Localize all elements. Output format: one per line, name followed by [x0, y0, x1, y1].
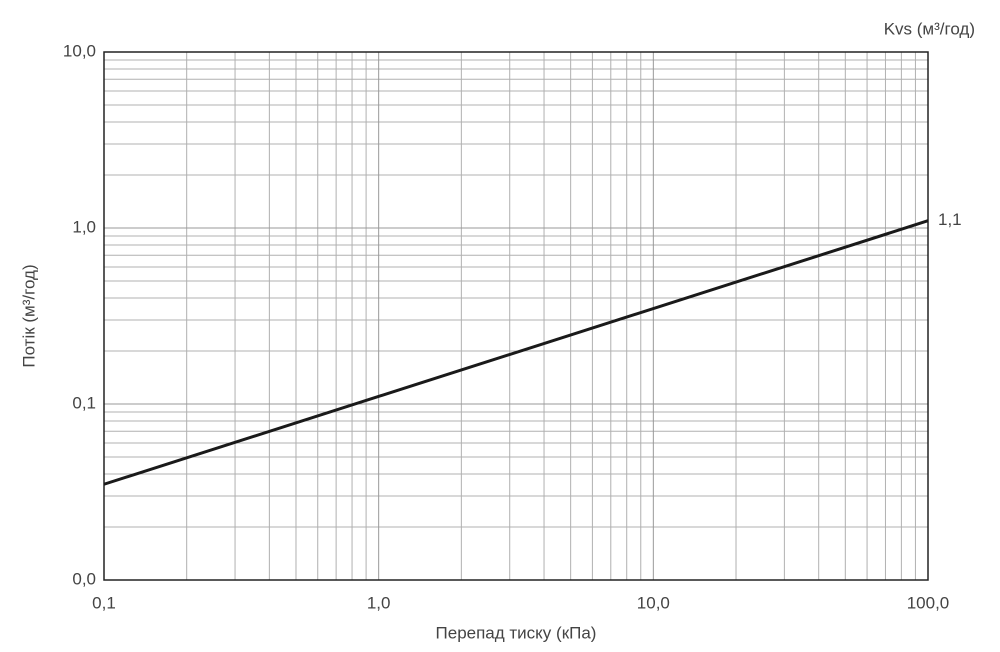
value-label: 1,1: [938, 210, 962, 229]
y-tick-label: 0,0: [72, 569, 96, 588]
x-tick-label: 10,0: [637, 593, 670, 612]
y-tick-label: 10,0: [63, 41, 96, 60]
data-line: [103, 219, 929, 486]
y-tick-label: 0,1: [72, 393, 96, 412]
y-tick-label: 1,0: [72, 217, 96, 236]
x-tick-label: 100,0: [907, 593, 950, 612]
x-tick-label: 0,1: [92, 593, 116, 612]
y-axis-label: Потік (м³/год): [19, 264, 38, 367]
right-axis-label: Kvs (м³/год): [884, 19, 975, 38]
x-axis-label: Перепад тиску (кПа): [436, 623, 597, 642]
plot-frame: [103, 51, 929, 581]
x-tick-label: 1,0: [367, 593, 391, 612]
